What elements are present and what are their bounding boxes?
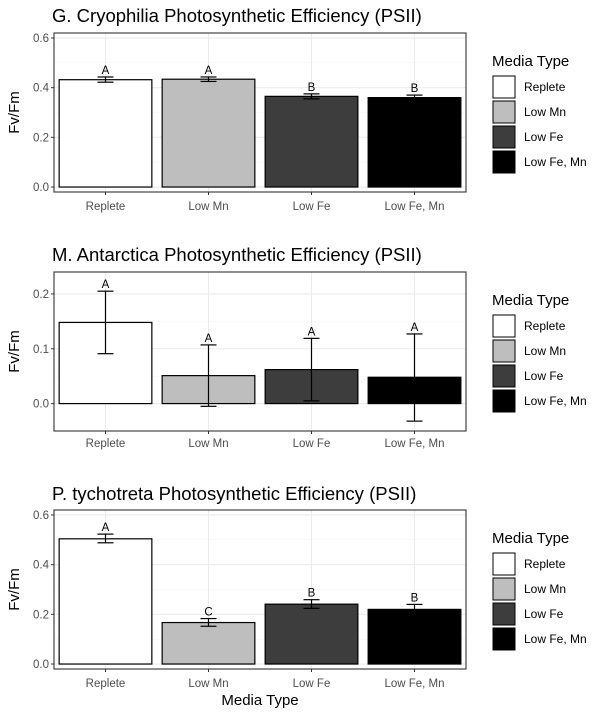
significance-label: A [205,65,213,77]
y-tick-label: 0.6 [33,510,49,522]
error-bar [200,617,217,627]
legend-key [492,125,516,149]
x-tick-label: Low Fe, Mn [384,201,444,213]
legend-key [492,627,516,651]
legend-label: Low Mn [524,582,566,596]
significance-label: A [411,322,419,334]
panel-border [53,509,467,670]
y-axis-title: Fv/Fm [6,91,23,134]
chart-title: G. Cryophilia Photosynthetic Efficiency … [52,5,422,26]
y-axis-title: Fv/Fm [6,568,23,611]
x-tick-label: Replete [86,678,126,690]
legend-key [492,389,516,413]
y-tick-label: 0.1 [33,344,49,356]
legend-label: Replete [524,557,566,571]
error-bar [303,599,320,609]
panel-border [53,271,467,432]
significance-label: A [102,65,110,77]
error-bar [97,76,114,83]
x-tick-label: Low Fe [293,201,331,213]
bar-replete [58,79,153,188]
error-bar [97,290,114,355]
y-tick-label: 0.2 [33,132,49,144]
error-bar [406,94,423,101]
x-tick-label: Replete [86,201,126,213]
chart-panel-2: M. Antarctica Photosynthetic Efficiency … [6,244,587,450]
legend-key [492,364,516,388]
y-tick-label: 0.4 [33,560,50,572]
legend-key [492,314,516,338]
y-tick-label: 0.2 [33,609,49,621]
significance-label: A [308,326,316,338]
x-tick-label: Low Fe [293,438,331,450]
legend-key [492,75,516,99]
error-bar [406,603,423,614]
error-bar [303,337,320,402]
bar-low-mn [161,621,256,665]
legend-key [492,339,516,363]
legend-title: Media Type [492,53,569,70]
legend-key [492,100,516,124]
significance-label: B [308,82,316,94]
error-bar [303,93,320,100]
x-axis-title: Media Type [221,692,298,709]
bar-low-fe-mn [367,96,462,188]
x-tick-label: Low Mn [188,678,228,690]
legend-title: Media Type [492,530,569,547]
error-bar [200,76,217,83]
y-tick-label: 0.0 [33,659,49,671]
legend: Media Type Replete Low Mn Low Fe Low Fe, Mn [492,53,587,174]
x-tick-label: Low Fe, Mn [384,438,444,450]
bar-replete [58,538,153,665]
legend-label: Low Fe [524,369,564,383]
legend-label: Replete [524,80,566,94]
legend: Media Type Replete Low Mn Low Fe Low Fe, Mn [492,530,587,651]
y-tick-label: 0.6 [33,33,49,45]
significance-label: A [102,279,110,291]
legend-label: Low Fe [524,607,564,621]
chart-title: M. Antarctica Photosynthetic Efficiency … [52,244,422,265]
legend-title: Media Type [492,292,569,309]
significance-label: B [411,592,419,604]
bar-low-fe [264,603,359,665]
bar-low-mn [161,78,256,188]
legend-label: Low Mn [524,105,566,119]
significance-label: A [102,522,110,534]
error-bar [97,533,114,544]
legend-label: Replete [524,319,566,333]
y-tick-label: 0.2 [33,289,49,301]
significance-label: B [411,83,419,95]
significance-label: B [308,588,316,600]
significance-label: A [205,333,213,345]
panel-border [53,32,467,193]
x-tick-label: Low Mn [188,438,228,450]
legend-key [492,577,516,601]
legend-key [492,552,516,576]
significance-label: C [204,607,212,619]
chart-panel-3: P. tychotreta Photosynthetic Efficiency … [6,483,587,709]
chart-panel-1: G. Cryophilia Photosynthetic Efficiency … [6,5,587,213]
y-tick-label: 0.0 [33,399,49,411]
error-bar [406,333,423,422]
legend-label: Low Fe, Mn [524,155,587,169]
x-tick-label: Low Fe [293,678,331,690]
legend-key [492,602,516,626]
legend: Media Type Replete Low Mn Low Fe Low Fe, Mn [492,292,587,413]
y-axis-title: Fv/Fm [6,330,23,373]
legend-label: Low Mn [524,344,566,358]
legend-label: Low Fe [524,130,564,144]
bar-low-fe [264,95,359,188]
error-bar [200,344,217,407]
y-tick-label: 0.0 [33,182,49,194]
legend-label: Low Fe, Mn [524,394,587,408]
x-tick-label: Low Fe, Mn [384,678,444,690]
bar-low-fe-mn [367,608,462,665]
chart-title: P. tychotreta Photosynthetic Efficiency … [52,483,416,504]
legend-label: Low Fe, Mn [524,632,587,646]
y-tick-label: 0.4 [33,83,50,95]
legend-key [492,150,516,174]
x-tick-label: Low Mn [188,201,228,213]
x-tick-label: Replete [86,438,126,450]
